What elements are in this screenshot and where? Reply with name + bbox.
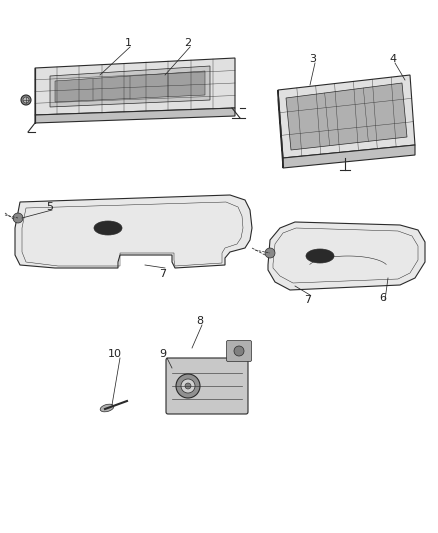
Circle shape	[185, 383, 191, 389]
Ellipse shape	[94, 221, 122, 235]
Text: 4: 4	[389, 54, 396, 64]
Polygon shape	[55, 71, 205, 102]
Circle shape	[13, 213, 23, 223]
Text: 3: 3	[310, 54, 317, 64]
Circle shape	[23, 97, 29, 103]
Polygon shape	[283, 145, 415, 168]
Polygon shape	[278, 90, 283, 168]
Text: 1: 1	[124, 38, 131, 48]
Text: 7: 7	[159, 269, 166, 279]
Circle shape	[265, 248, 275, 258]
Polygon shape	[286, 83, 407, 150]
Polygon shape	[35, 108, 235, 123]
Circle shape	[234, 346, 244, 356]
Polygon shape	[15, 195, 252, 268]
Text: 10: 10	[108, 349, 122, 359]
Circle shape	[21, 95, 31, 105]
Text: 7: 7	[304, 295, 311, 305]
Ellipse shape	[306, 249, 334, 263]
Text: 8: 8	[196, 316, 204, 326]
Ellipse shape	[100, 404, 114, 412]
Polygon shape	[278, 75, 415, 158]
Polygon shape	[35, 58, 235, 115]
FancyBboxPatch shape	[166, 358, 248, 414]
Polygon shape	[50, 66, 210, 107]
Polygon shape	[268, 222, 425, 290]
Circle shape	[176, 374, 200, 398]
Circle shape	[181, 379, 195, 393]
Text: 5: 5	[46, 202, 53, 212]
FancyBboxPatch shape	[226, 341, 251, 361]
Text: 6: 6	[379, 293, 386, 303]
Text: 9: 9	[159, 349, 166, 359]
Text: 2: 2	[184, 38, 191, 48]
